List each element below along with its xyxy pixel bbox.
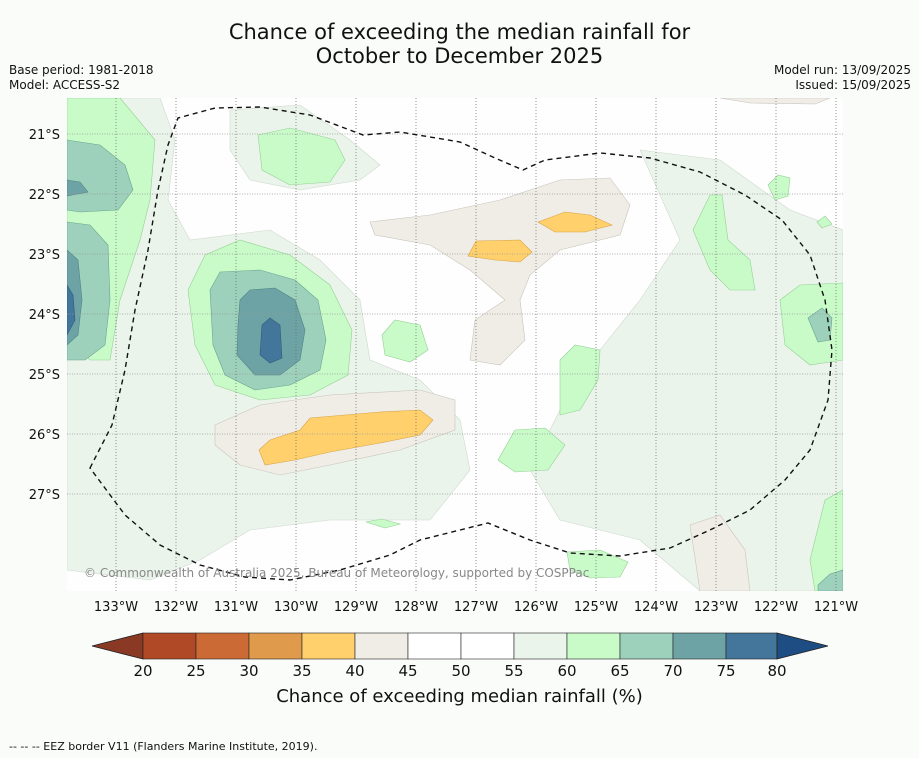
colorbar-segment	[672, 632, 727, 660]
issued-date: Issued: 15/09/2025	[795, 78, 911, 92]
lon-label: 130°W	[274, 600, 318, 615]
colorbar-tick: 80	[767, 662, 786, 680]
lon-label: 128°W	[394, 600, 438, 615]
lat-label: 23°S	[29, 248, 60, 263]
contour-35-40-b	[467, 239, 533, 263]
lon-label: 123°W	[694, 600, 738, 615]
colorbar-tick: 25	[186, 662, 205, 680]
colorbar-tick: 40	[345, 662, 364, 680]
lat-label: 22°S	[29, 188, 60, 203]
lon-label: 129°W	[334, 600, 378, 615]
contour-35-40-c	[258, 409, 434, 466]
colorbar-ticks: 20 25 30 35 40 45 50 55 60 65 70 75 80	[133, 662, 786, 680]
contour-55-60-east	[529, 149, 843, 591]
colorbar-segment	[619, 632, 674, 660]
map-title-line1: Chance of exceeding the median rainfall …	[228, 20, 691, 44]
colorbar-tick: 20	[133, 662, 152, 680]
meta-right: Model run: 13/09/2025 Issued: 15/09/2025	[774, 63, 911, 93]
lat-labels: 21°S 22°S 23°S 24°S 25°S 26°S 27°S	[29, 128, 60, 503]
lat-gridlines	[67, 133, 843, 495]
lon-label: 133°W	[94, 600, 138, 615]
lon-label: 121°W	[814, 600, 858, 615]
lat-label: 21°S	[29, 128, 60, 143]
lon-label: 127°W	[454, 600, 498, 615]
colorbar-segment	[195, 632, 250, 660]
contour-75-80-centre	[259, 317, 283, 364]
lon-label: 132°W	[154, 600, 198, 615]
colorbar-tick: 50	[451, 662, 470, 680]
lat-label: 27°S	[29, 488, 60, 503]
contour-60-65-e7	[381, 319, 429, 363]
lon-label: 131°W	[214, 600, 258, 615]
map-title-line2: October to December 2025	[315, 44, 604, 68]
contour-65-70-nw	[67, 139, 134, 213]
colorbar-tick: 70	[663, 662, 682, 680]
colorbar-segment	[142, 632, 197, 660]
colorbar-tick: 35	[292, 662, 311, 680]
contour-60-65-e1	[692, 194, 756, 291]
colorbar-tick: 30	[239, 662, 258, 680]
contour-60-65-e10	[365, 518, 402, 529]
contour-75-80-w	[67, 284, 76, 336]
lon-label: 126°W	[514, 600, 558, 615]
contour-45-50-se	[689, 514, 751, 591]
contour-35-40-a	[537, 211, 613, 233]
map-figure: 21°S 22°S 23°S 24°S 25°S 26°S 27°S 133°W…	[29, 98, 858, 680]
base-period: Base period: 1981-2018	[9, 63, 154, 77]
contour-65-70-e	[807, 307, 833, 343]
lon-label: 125°W	[574, 600, 618, 615]
colorbar-segment	[407, 632, 462, 660]
lon-label: 122°W	[754, 600, 798, 615]
colorbar-tick: 75	[716, 662, 735, 680]
colorbar-segment	[248, 632, 303, 660]
colorbar-tick: 55	[504, 662, 523, 680]
colorbar-extend-low	[91, 632, 144, 660]
contour-65-70-se	[817, 569, 843, 591]
contour-70-75-nw	[67, 179, 89, 197]
colorbar-segment	[301, 632, 356, 660]
colorbar	[91, 632, 829, 660]
eez-footnote: -- -- -- EEZ border V11 (Flanders Marine…	[9, 740, 318, 753]
colorbar-segment	[725, 632, 778, 660]
copyright-text: © Commonwealth of Australia 2025, Bureau…	[84, 566, 589, 580]
lat-label: 25°S	[29, 368, 60, 383]
lat-label: 26°S	[29, 428, 60, 443]
contour-60-65-e6	[809, 489, 843, 591]
contour-60-65-e2	[559, 344, 601, 416]
colorbar-segment	[354, 632, 409, 660]
meta-left: Base period: 1981-2018 Model: ACCESS-S2	[9, 63, 154, 93]
rainfall-contours	[67, 98, 843, 591]
lon-gridlines	[115, 98, 837, 591]
model-run: Model run: 13/09/2025	[773, 63, 911, 77]
colorbar-segment	[566, 632, 621, 660]
colorbar-segment	[460, 632, 515, 660]
contour-60-65-e4	[497, 427, 566, 473]
lon-label: 124°W	[634, 600, 678, 615]
contour-60-65-e5	[566, 549, 629, 579]
contour-60-65-top	[257, 127, 346, 186]
colorbar-label: Chance of exceeding median rainfall (%)	[276, 686, 643, 707]
colorbar-segment	[513, 632, 568, 660]
model-name: Model: ACCESS-S2	[9, 78, 121, 92]
colorbar-extend-high	[776, 632, 829, 660]
colorbar-tick: 65	[610, 662, 629, 680]
contour-60-65-e9	[816, 215, 833, 229]
contour-45-50-topright	[719, 98, 831, 105]
colorbar-tick: 60	[557, 662, 576, 680]
lat-label: 24°S	[29, 308, 60, 323]
colorbar-tick: 45	[398, 662, 417, 680]
lon-labels: 133°W 132°W 131°W 130°W 129°W 128°W 127°…	[94, 600, 858, 615]
